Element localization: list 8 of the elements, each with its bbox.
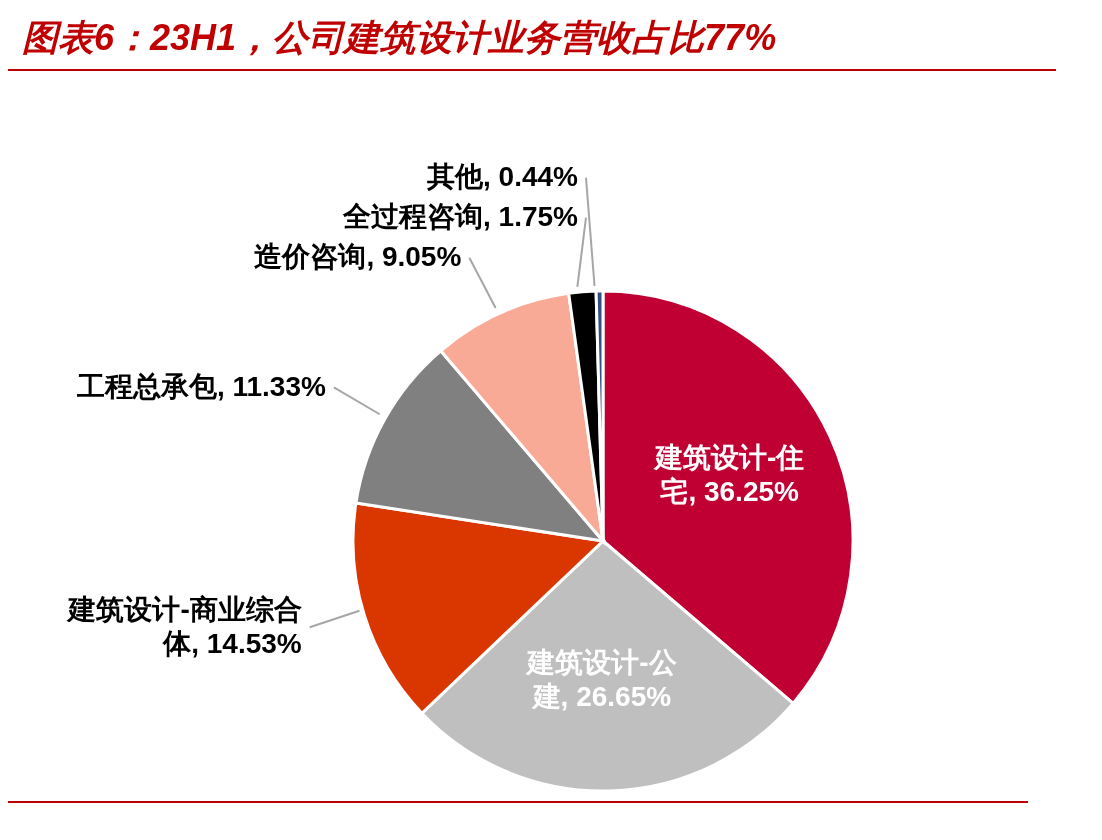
slice-label: 造价咨询, 9.05% bbox=[254, 241, 462, 273]
chart-title: 图表6：23H1，公司建筑设计业务营收占比77% bbox=[8, 8, 1056, 71]
slice-label: 其他, 0.44% bbox=[426, 161, 579, 193]
slice-label: 建筑设计-住宅, 36.25% bbox=[653, 441, 805, 507]
slice-label: 建筑设计-公建, 26.65% bbox=[525, 647, 678, 713]
slice-label: 建筑设计-商业综合体, 14.53% bbox=[66, 593, 302, 659]
slice-label: 全过程咨询, 1.75% bbox=[342, 201, 579, 233]
slice-label: 工程总承包, 11.33% bbox=[75, 370, 326, 402]
